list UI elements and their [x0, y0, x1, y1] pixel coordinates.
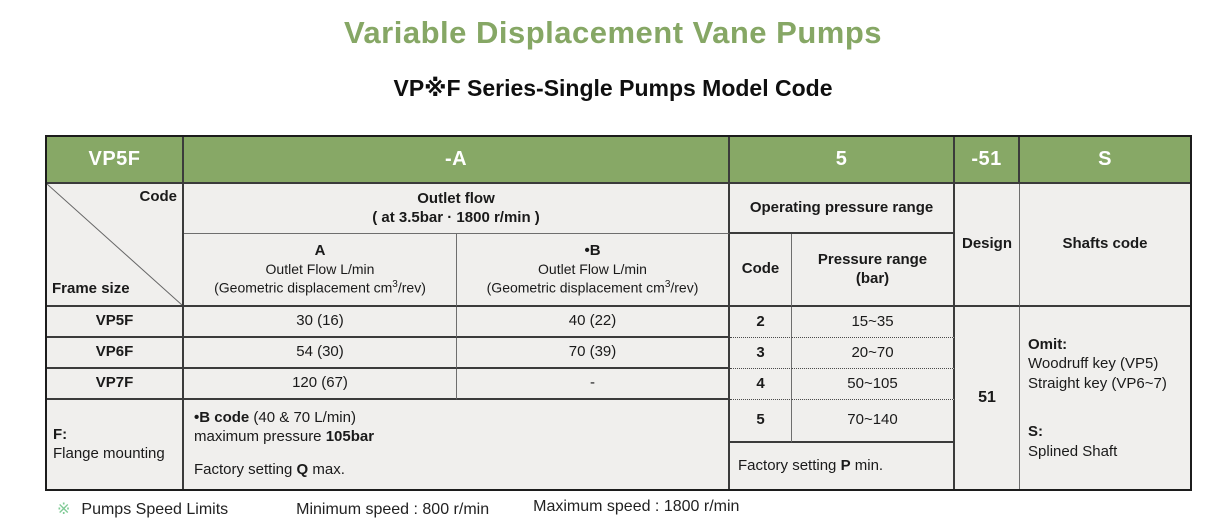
table-row: Factory setting P min.: [47, 443, 1190, 489]
mounting-label: Flange mounting: [53, 444, 165, 462]
model-code-frame: VP5F: [47, 137, 184, 184]
pressure-code-4: 4: [730, 369, 793, 400]
shaft-omit-line1: Woodruff key (VP5): [1028, 355, 1159, 373]
table-row: VP5F 30 (16) 40 (22) 2 15~35 51 Omit: Wo…: [47, 307, 1190, 489]
shafts-code-cell: Omit: Woodruff key (VP5) Straight key (V…: [1020, 307, 1190, 489]
shaft-omit-line2: Straight key (VP6~7): [1028, 374, 1167, 392]
speed-limits-label: Pumps Speed Limits: [81, 501, 229, 518]
model-code-design: -51: [955, 137, 1021, 184]
speed-limits-footnote: ※ Pumps Speed Limits Minimum speed : 800…: [57, 498, 740, 519]
design-header: Design: [955, 184, 1021, 307]
page-title: Variable Displacement Vane Pumps: [343, 15, 883, 50]
maximum-speed-value: Maximum speed : 1800 r/min: [533, 498, 740, 515]
vp5f-flow-a: 30 (16): [184, 307, 457, 338]
frame-vp5f: VP5F: [47, 307, 184, 338]
design-value: 51: [955, 307, 1021, 489]
col-a-header: A Outlet Flow L/min (Geometric displacem…: [184, 234, 457, 307]
corner-code-label: Code: [139, 188, 178, 205]
section-header-row: Code Frame size Outlet flow ( at 3.5bar …: [47, 184, 1191, 307]
shaft-omit-label: Omit:: [1028, 335, 1068, 353]
frame-vp6f: VP6F: [47, 338, 184, 369]
pressure-code-5: 5: [730, 400, 793, 443]
pressure-range-4: 50~105: [792, 369, 956, 400]
outlet-flow-header: Outlet flow ( at 3.5bar · 1800 r/min ): [184, 184, 731, 234]
pressure-code-2: 2: [730, 307, 793, 338]
table-row: VP6F 54 (30) 70 (39) 3 20~70: [47, 338, 1190, 369]
pressure-code-3: 3: [730, 338, 793, 369]
table-row: VP7F 120 (67) - 4 50~105: [47, 369, 1190, 400]
corner-header-cell: Code Frame size: [47, 184, 184, 307]
model-code-flow: -A: [184, 137, 731, 184]
vp7f-flow-a: 120 (67): [184, 369, 457, 400]
pressure-range-2: 15~35: [792, 307, 956, 338]
mounting-code: F:: [53, 425, 68, 443]
pressure-factory-setting: Factory setting P min.: [730, 443, 956, 489]
pressure-range-5: 70~140: [792, 400, 956, 443]
mounting-cell: F: Flange mounting: [47, 400, 184, 489]
pressure-range-3: 20~70: [792, 338, 956, 369]
reference-mark-icon: ※: [57, 501, 71, 518]
vp5f-flow-b: 40 (22): [457, 307, 731, 338]
diagonal-divider-icon: [47, 184, 182, 305]
model-code-table: VP5F -A 5 -51 S Code Frame size Outlet f…: [45, 135, 1193, 491]
vp6f-flow-b: 70 (39): [457, 338, 731, 369]
minimum-speed-value: Minimum speed : 800 r/min: [296, 501, 490, 518]
model-code-row: VP5F -A 5 -51 S: [47, 137, 1191, 184]
vp7f-flow-b: -: [457, 369, 731, 400]
shafts-code-header: Shafts code: [1020, 184, 1191, 307]
vp6f-flow-a: 54 (30): [184, 338, 457, 369]
corner-frame-size-label: Frame size: [52, 280, 130, 298]
page-subtitle: VP※F Series-Single Pumps Model Code: [393, 75, 833, 101]
sub-header-row: A Outlet Flow L/min (Geometric displacem…: [47, 234, 1190, 307]
table-row: F: Flange mounting •B code (40 & 70 L/mi…: [47, 400, 1190, 489]
shaft-s-line: Splined Shaft: [1028, 442, 1118, 460]
pressure-range-header: Pressure range (bar): [792, 234, 956, 307]
b-code-note-cell: •B code (40 & 70 L/min) maximum pressure…: [184, 400, 731, 489]
operating-pressure-header: Operating pressure range: [730, 184, 956, 234]
frame-vp7f: VP7F: [47, 369, 184, 400]
pressure-code-header: Code: [730, 234, 793, 307]
shaft-s-label: S:: [1028, 423, 1044, 441]
model-code-shaft: S: [1020, 137, 1191, 184]
col-b-header: •B Outlet Flow L/min (Geometric displace…: [457, 234, 731, 307]
model-code-pressure: 5: [730, 137, 956, 184]
